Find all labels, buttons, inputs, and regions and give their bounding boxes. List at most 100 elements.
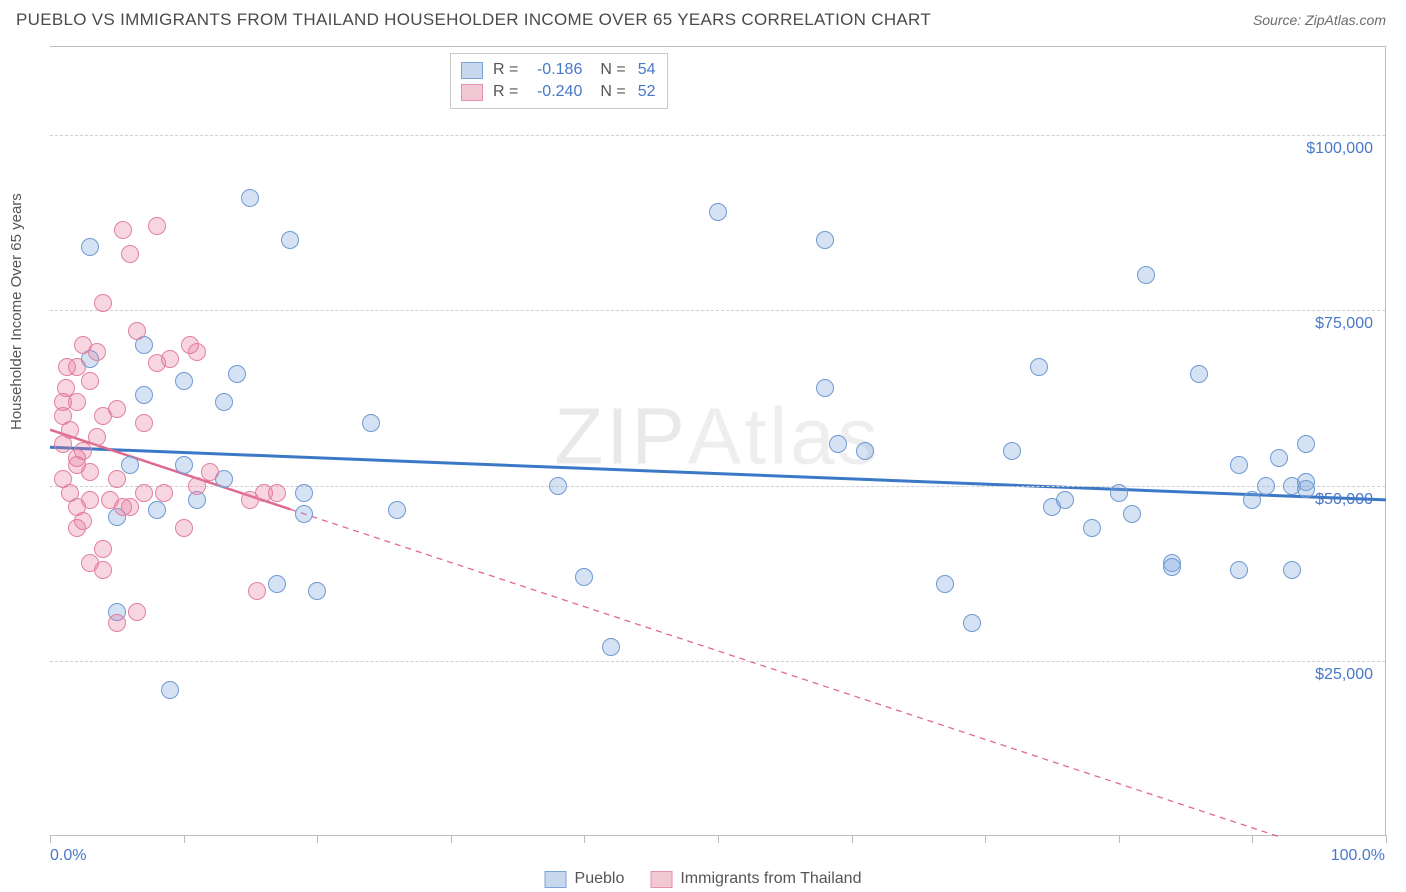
y-axis-label: Householder Income Over 65 years xyxy=(8,193,25,430)
data-point xyxy=(1243,491,1261,509)
data-point xyxy=(121,456,139,474)
data-point xyxy=(936,575,954,593)
data-point xyxy=(175,519,193,537)
legend-row: R = -0.186 N = 54 xyxy=(461,59,655,81)
data-point xyxy=(295,505,313,523)
data-point xyxy=(1137,266,1155,284)
data-point xyxy=(709,203,727,221)
data-point xyxy=(114,221,132,239)
x-tick xyxy=(184,835,185,843)
y-tick-label: $75,000 xyxy=(1315,315,1373,333)
data-point xyxy=(215,393,233,411)
legend-r-label: R = xyxy=(493,61,518,79)
scatter-chart: ZIPAtlas R =-0.186N =54R =-0.240N =52 $2… xyxy=(50,46,1386,836)
data-point xyxy=(816,231,834,249)
y-tick-label: $100,000 xyxy=(1306,140,1373,158)
data-point xyxy=(829,435,847,453)
data-point xyxy=(108,614,126,632)
y-tick-label: $25,000 xyxy=(1315,666,1373,684)
legend-n-value: 54 xyxy=(638,61,656,79)
data-point xyxy=(161,350,179,368)
data-point xyxy=(1283,561,1301,579)
data-point xyxy=(175,372,193,390)
x-tick xyxy=(50,835,51,843)
data-point xyxy=(121,245,139,263)
legend-item: Pueblo xyxy=(545,870,625,888)
data-point xyxy=(963,614,981,632)
data-point xyxy=(816,379,834,397)
data-point xyxy=(81,463,99,481)
data-point xyxy=(128,322,146,340)
legend-swatch xyxy=(461,84,483,101)
data-point xyxy=(248,582,266,600)
x-tick xyxy=(718,835,719,843)
x-tick xyxy=(985,835,986,843)
legend-n-value: 52 xyxy=(638,83,656,101)
data-point xyxy=(1230,561,1248,579)
data-point xyxy=(602,638,620,656)
data-point xyxy=(575,568,593,586)
data-point xyxy=(175,456,193,474)
legend-n-label: N = xyxy=(600,61,625,79)
data-point xyxy=(68,358,86,376)
data-point xyxy=(74,442,92,460)
data-point xyxy=(295,484,313,502)
data-point xyxy=(81,491,99,509)
data-point xyxy=(81,372,99,390)
source-attribution: Source: ZipAtlas.com xyxy=(1253,12,1386,28)
x-tick xyxy=(317,835,318,843)
gridline xyxy=(50,486,1385,487)
data-point xyxy=(1056,491,1074,509)
data-point xyxy=(88,428,106,446)
legend-n-label: N = xyxy=(600,83,625,101)
data-point xyxy=(201,463,219,481)
data-point xyxy=(308,582,326,600)
data-point xyxy=(1257,477,1275,495)
data-point xyxy=(108,470,126,488)
series-legend: Pueblo Immigrants from Thailand xyxy=(545,870,862,888)
data-point xyxy=(241,189,259,207)
legend-label: Immigrants from Thailand xyxy=(680,870,861,888)
data-point xyxy=(1003,442,1021,460)
data-point xyxy=(549,477,567,495)
data-point xyxy=(1190,365,1208,383)
legend-r-label: R = xyxy=(493,83,518,101)
legend-r-value: -0.240 xyxy=(526,83,582,101)
gridline xyxy=(50,661,1385,662)
x-tick xyxy=(1386,835,1387,843)
data-point xyxy=(1230,456,1248,474)
data-point xyxy=(61,421,79,439)
gridline xyxy=(50,310,1385,311)
data-point xyxy=(94,561,112,579)
data-point xyxy=(268,575,286,593)
trend-lines-svg xyxy=(50,47,1386,837)
data-point xyxy=(1030,358,1048,376)
data-point xyxy=(362,414,380,432)
legend-swatch xyxy=(461,62,483,79)
gridline xyxy=(50,135,1385,136)
data-point xyxy=(121,498,139,516)
data-point xyxy=(94,294,112,312)
data-point xyxy=(188,343,206,361)
x-tick-label: 0.0% xyxy=(50,847,86,865)
data-point xyxy=(148,501,166,519)
data-point xyxy=(1163,558,1181,576)
chart-title: PUEBLO VS IMMIGRANTS FROM THAILAND HOUSE… xyxy=(16,10,931,30)
correlation-legend: R = -0.186 N = 54 R = -0.240 N = 52 xyxy=(450,53,668,109)
data-point xyxy=(1270,449,1288,467)
legend-r-value: -0.186 xyxy=(526,61,582,79)
y-tick-label: $50,000 xyxy=(1315,491,1373,509)
data-point xyxy=(1297,435,1315,453)
legend-swatch xyxy=(545,871,567,888)
x-tick-label: 100.0% xyxy=(1331,847,1385,865)
data-point xyxy=(135,386,153,404)
data-point xyxy=(228,365,246,383)
data-point xyxy=(135,484,153,502)
x-tick xyxy=(1119,835,1120,843)
data-point xyxy=(281,231,299,249)
legend-row: R = -0.240 N = 52 xyxy=(461,81,655,103)
data-point xyxy=(1083,519,1101,537)
data-point xyxy=(1297,480,1315,498)
data-point xyxy=(161,681,179,699)
x-tick xyxy=(451,835,452,843)
